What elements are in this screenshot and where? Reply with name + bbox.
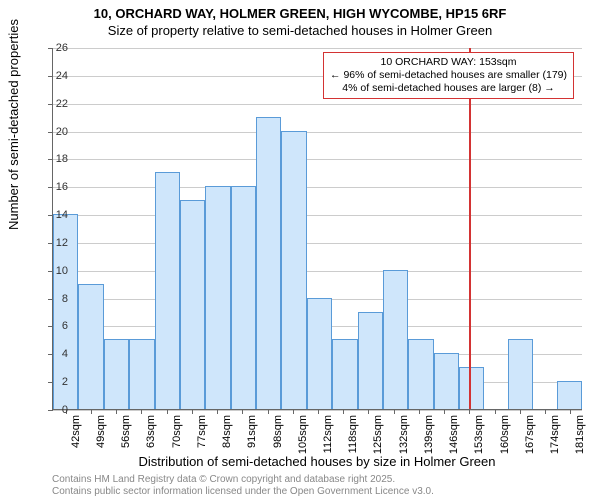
histogram-bar <box>358 312 383 409</box>
x-tick-mark <box>318 409 319 414</box>
x-tick-mark <box>268 409 269 414</box>
x-tick-mark <box>545 409 546 414</box>
histogram-bar <box>129 339 154 409</box>
x-tick-mark <box>419 409 420 414</box>
x-tick-mark <box>495 409 496 414</box>
annotation-line2: ← 96% of semi-detached houses are smalle… <box>330 69 567 82</box>
x-tick-mark <box>469 409 470 414</box>
y-tick-label: 22 <box>46 98 68 110</box>
x-tick-label: 91sqm <box>246 415 258 448</box>
x-tick-mark <box>394 409 395 414</box>
y-tick-label: 20 <box>46 126 68 138</box>
x-tick-label: 70sqm <box>171 415 183 448</box>
x-tick-label: 181sqm <box>574 415 586 454</box>
y-tick-label: 26 <box>46 42 68 54</box>
x-tick-label: 49sqm <box>95 415 107 448</box>
x-tick-label: 77sqm <box>196 415 208 448</box>
histogram-bar <box>256 117 281 409</box>
chart-title: 10, ORCHARD WAY, HOLMER GREEN, HIGH WYCO… <box>0 6 600 23</box>
x-tick-label: 160sqm <box>499 415 511 454</box>
x-tick-mark <box>167 409 168 414</box>
histogram-bar <box>307 298 332 409</box>
x-tick-mark <box>570 409 571 414</box>
x-tick-mark <box>520 409 521 414</box>
x-tick-mark <box>242 409 243 414</box>
y-tick-label: 18 <box>46 153 68 165</box>
y-tick-label: 14 <box>46 209 68 221</box>
x-tick-label: 139sqm <box>423 415 435 454</box>
footer-line1: Contains HM Land Registry data © Crown c… <box>52 474 434 486</box>
x-tick-mark <box>444 409 445 414</box>
x-tick-label: 63sqm <box>145 415 157 448</box>
footer-line2: Contains public sector information licen… <box>52 486 434 498</box>
x-tick-label: 98sqm <box>272 415 284 448</box>
x-tick-mark <box>217 409 218 414</box>
chart-subtitle: Size of property relative to semi-detach… <box>0 23 600 40</box>
x-tick-label: 167sqm <box>524 415 536 454</box>
x-tick-label: 56sqm <box>120 415 132 448</box>
x-tick-mark <box>293 409 294 414</box>
y-tick-label: 8 <box>46 293 68 305</box>
y-tick-label: 10 <box>46 265 68 277</box>
reference-line <box>469 48 471 409</box>
chart-container: 10, ORCHARD WAY, HOLMER GREEN, HIGH WYCO… <box>0 0 600 500</box>
histogram-bar <box>180 200 205 409</box>
y-tick-label: 24 <box>46 70 68 82</box>
x-tick-mark <box>192 409 193 414</box>
histogram-bar <box>332 339 357 409</box>
histogram-bar <box>459 367 484 409</box>
bar-series <box>53 48 582 409</box>
histogram-bar <box>205 186 230 409</box>
y-tick-label: 12 <box>46 237 68 249</box>
titles-block: 10, ORCHARD WAY, HOLMER GREEN, HIGH WYCO… <box>0 0 600 40</box>
plot-area: 42sqm49sqm56sqm63sqm70sqm77sqm84sqm91sqm… <box>52 48 582 410</box>
x-tick-label: 105sqm <box>297 415 309 454</box>
y-tick-label: 2 <box>46 376 68 388</box>
annotation-box: 10 ORCHARD WAY: 153sqm ← 96% of semi-det… <box>323 52 574 99</box>
x-tick-label: 112sqm <box>322 415 334 453</box>
x-tick-label: 132sqm <box>398 415 410 454</box>
histogram-bar <box>434 353 459 409</box>
x-tick-label: 125sqm <box>372 415 384 454</box>
histogram-bar <box>231 186 256 409</box>
histogram-bar <box>78 284 103 409</box>
footer-attribution: Contains HM Land Registry data © Crown c… <box>52 474 434 498</box>
histogram-bar <box>408 339 433 409</box>
histogram-bar <box>508 339 533 409</box>
x-tick-mark <box>141 409 142 414</box>
y-tick-label: 16 <box>46 181 68 193</box>
x-tick-label: 118sqm <box>347 415 359 453</box>
x-tick-label: 42sqm <box>70 415 82 448</box>
annotation-line1: 10 ORCHARD WAY: 153sqm <box>330 56 567 69</box>
x-tick-label: 146sqm <box>448 415 460 454</box>
x-tick-label: 174sqm <box>549 415 561 454</box>
x-tick-mark <box>368 409 369 414</box>
annotation-line3: 4% of semi-detached houses are larger (8… <box>330 82 567 95</box>
histogram-bar <box>155 172 180 409</box>
y-tick-label: 6 <box>46 320 68 332</box>
x-tick-label: 153sqm <box>473 415 485 454</box>
histogram-bar <box>104 339 129 409</box>
x-tick-mark <box>343 409 344 414</box>
x-axis-title: Distribution of semi-detached houses by … <box>52 454 582 469</box>
y-tick-label: 0 <box>46 404 68 416</box>
histogram-bar <box>281 131 306 409</box>
x-tick-mark <box>116 409 117 414</box>
y-tick-label: 4 <box>46 348 68 360</box>
x-tick-label: 84sqm <box>221 415 233 448</box>
y-axis-title: Number of semi-detached properties <box>6 19 21 230</box>
histogram-bar <box>557 381 582 409</box>
histogram-bar <box>383 270 408 409</box>
x-tick-mark <box>91 409 92 414</box>
